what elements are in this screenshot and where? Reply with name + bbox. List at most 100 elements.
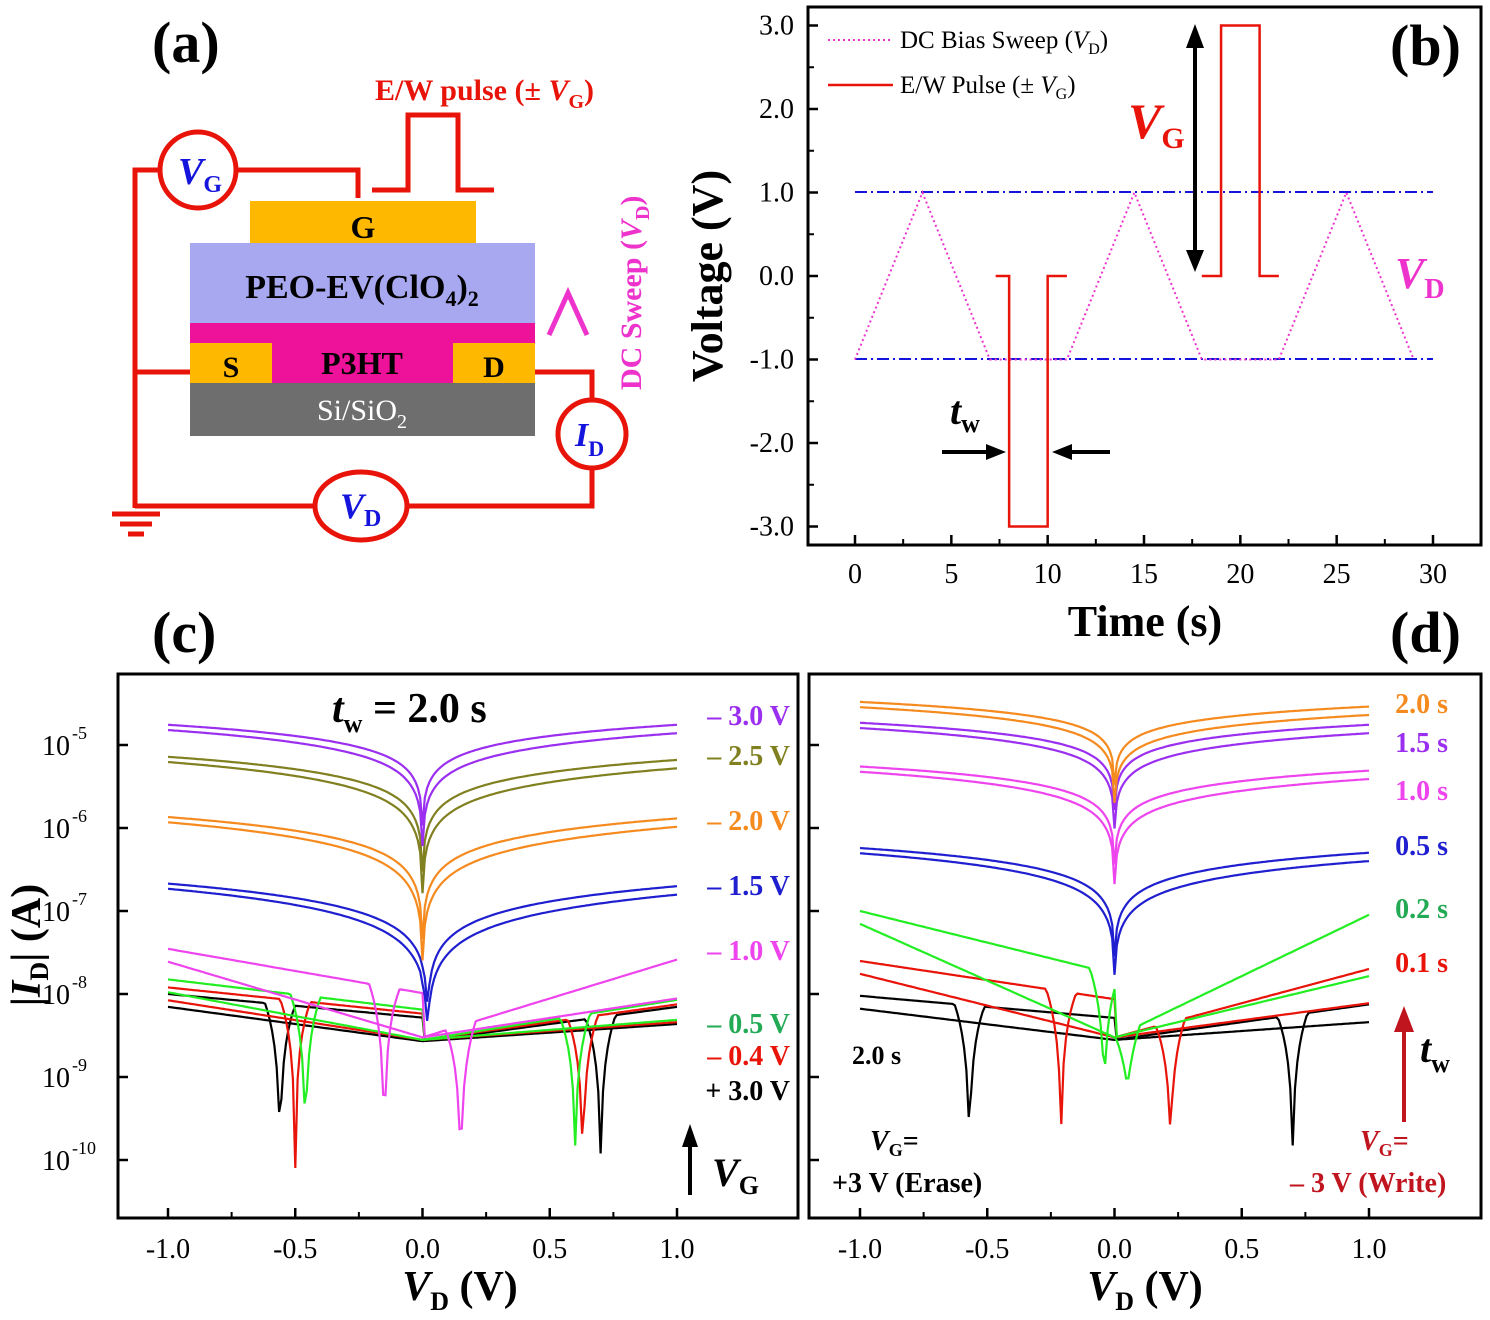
svg-text:ID: ID — [574, 417, 604, 461]
panel-b: (b) 0 5 10 15 20 25 30 -3.0 -2.0 -1.0 0.0 1.0 2.0 3.0… — [683, 5, 1483, 646]
xlabel-c: VD (V) — [402, 1264, 518, 1316]
curve-0-2-s-a — [859, 909, 1370, 1065]
plot-frame-d — [807, 672, 1483, 1220]
write-annotation-l1: VG= — [1360, 1126, 1409, 1160]
x-tick-label-b: 20 — [1226, 559, 1254, 590]
x-tick-label-b: 15 — [1130, 559, 1158, 590]
vg-annotation-b: VG — [1128, 93, 1185, 155]
y-tick-exponent: -8 — [72, 972, 87, 992]
y-tick-label-b: -1.0 — [750, 345, 794, 376]
curve-0-2-s-b — [859, 913, 1370, 1080]
p3ht-channel — [272, 343, 453, 383]
y-tick-label-b: -2.0 — [750, 428, 794, 459]
vg-annotation-c: VG — [712, 1150, 759, 1200]
ylabel-b: Voltage (V) — [683, 170, 732, 382]
curve-2-0-s-fwd — [859, 706, 1370, 803]
pulse-line — [1201, 24, 1279, 278]
title-c: tw = 2.0 s — [332, 686, 487, 738]
x-tick-label: 0.0 — [1097, 1234, 1132, 1265]
series-b — [854, 24, 1415, 528]
xlabel-d: VD (V) — [1087, 1264, 1203, 1316]
source-label: S — [223, 351, 240, 384]
series-d — [859, 700, 1370, 1146]
ground-symbol-icon — [112, 511, 160, 537]
panel-label-c: (c) — [152, 600, 216, 665]
legend-text-pulse: E/W Pulse (± VG) — [900, 72, 1076, 103]
plot-frame-c — [116, 672, 800, 1220]
pulse-label: E/W pulse (± VG) — [375, 74, 594, 113]
tw-annotation-d: tw — [1420, 1026, 1450, 1078]
drain-label: D — [483, 351, 505, 384]
y-tick-label: 10 — [42, 980, 70, 1011]
curve-2-0-s-a — [859, 994, 1370, 1118]
x-tick-label: -0.5 — [965, 1234, 1009, 1265]
legend-entry: 2.0 s — [1395, 689, 1448, 720]
vd-meter: VD — [312, 469, 410, 543]
legend-entry: + 3.0 V — [705, 1076, 790, 1107]
gate-electrode — [250, 201, 476, 243]
legend-entry: – 1.5 V — [706, 871, 790, 902]
y-tick-exponent: -6 — [72, 806, 87, 826]
curve-1-5-s-rev — [859, 721, 1370, 811]
legend-entry: – 0.4 V — [706, 1041, 790, 1072]
legend-entry: – 2.5 V — [706, 741, 790, 772]
left-wire — [132, 167, 160, 508]
curve--2-0-V-fwd — [167, 821, 678, 961]
legend-entry: 1.5 s — [1395, 728, 1448, 759]
y-tick-label-b: 2.0 — [759, 94, 794, 125]
vg-up-arrow-icon — [682, 1124, 698, 1195]
erase-annotation-l2: +3 V (Erase) — [832, 1168, 982, 1199]
ylabel-c: |ID| (A) — [4, 884, 54, 1006]
write-annotation-l2: – 3 V (Write) — [1289, 1168, 1446, 1199]
x-tick-label: 0.5 — [532, 1234, 567, 1265]
panel-label-a: (a) — [152, 10, 220, 75]
sweep-symbol-icon — [546, 286, 590, 337]
curve--2-5-V-fwd — [167, 761, 678, 894]
series-c — [167, 723, 678, 1169]
curve-1-0-s-fwd — [859, 770, 1370, 885]
x-tick-label: -0.5 — [273, 1234, 317, 1265]
legend-entry: – 0.5 V — [706, 1009, 790, 1040]
legend-entry: 1.0 s — [1395, 776, 1448, 807]
legend-entry: – 2.0 V — [706, 806, 790, 837]
x-tick-label: -1.0 — [146, 1234, 190, 1265]
id-meter: ID — [555, 397, 629, 471]
curve-1-0-s-rev — [859, 765, 1370, 865]
bottom-wire-right — [406, 468, 595, 509]
p3ht-top-strip — [190, 323, 535, 343]
dc-sweep-line — [854, 189, 1415, 361]
x-tick-label-b: 30 — [1419, 559, 1447, 590]
x-tick-label: 1.0 — [1352, 1234, 1387, 1265]
xlabel-b: Time (s) — [1068, 597, 1222, 646]
panel-c: (c) -1.0 -0.5 0.0 0.5 1.010-1010-910-810-710… — [4, 600, 800, 1316]
curve-2-0-s-rev — [859, 700, 1370, 786]
y-tick-exponent: -5 — [72, 723, 87, 743]
channel-label: P3HT — [321, 345, 403, 381]
gate-label: G — [351, 209, 376, 245]
panel-d: (d) -1.0 -0.5 0.0 0.5 1.0 2.0 s 1.5 s 1.0 s 0.5… — [807, 600, 1483, 1316]
axis-ticks-d: -1.0 -0.5 0.0 0.5 1.0 — [809, 743, 1387, 1265]
vd-annotation-b: VD — [1395, 249, 1445, 305]
panel-label-d: (d) — [1390, 600, 1461, 665]
y-tick-label: 10 — [42, 897, 70, 928]
legend-c: – 3.0 V – 2.5 V – 2.0 V – 1.5 V – 1.0 V – 0.5… — [705, 701, 790, 1107]
y-tick-exponent: -7 — [72, 889, 87, 909]
legend-d: 2.0 s 1.5 s 1.0 s 0.5 s 0.2 s 0.1 s — [1395, 689, 1448, 979]
vg-meter: VG — [157, 129, 239, 211]
y-tick-label-b: -3.0 — [750, 512, 794, 543]
drain-electrode — [453, 343, 535, 383]
curve--0-5-V-b — [167, 991, 678, 1146]
curve--3-0-V-b — [167, 1005, 678, 1154]
axis-ticks-c: -1.0 -0.5 0.0 0.5 1.010-1010-910-810-710-610… — [42, 723, 695, 1265]
curve-2-0-s-b — [859, 1003, 1370, 1146]
curve--2-0-V-rev — [167, 816, 678, 940]
curve--1-5-V-fwd — [167, 887, 678, 1021]
x-tick-label: -1.0 — [838, 1234, 882, 1265]
x-tick-label: 0.0 — [405, 1234, 440, 1265]
x-tick-label-b: 10 — [1034, 559, 1062, 590]
svg-text:VD: VD — [340, 486, 381, 532]
axis-ticks-b: 0 5 10 15 20 25 30 -3.0 -2.0 -1.0 0.0 1.0 2.0 3.0 — [750, 11, 1447, 591]
x-tick-label: 1.0 — [660, 1234, 695, 1265]
curve--1-0-V-a — [167, 947, 678, 1097]
